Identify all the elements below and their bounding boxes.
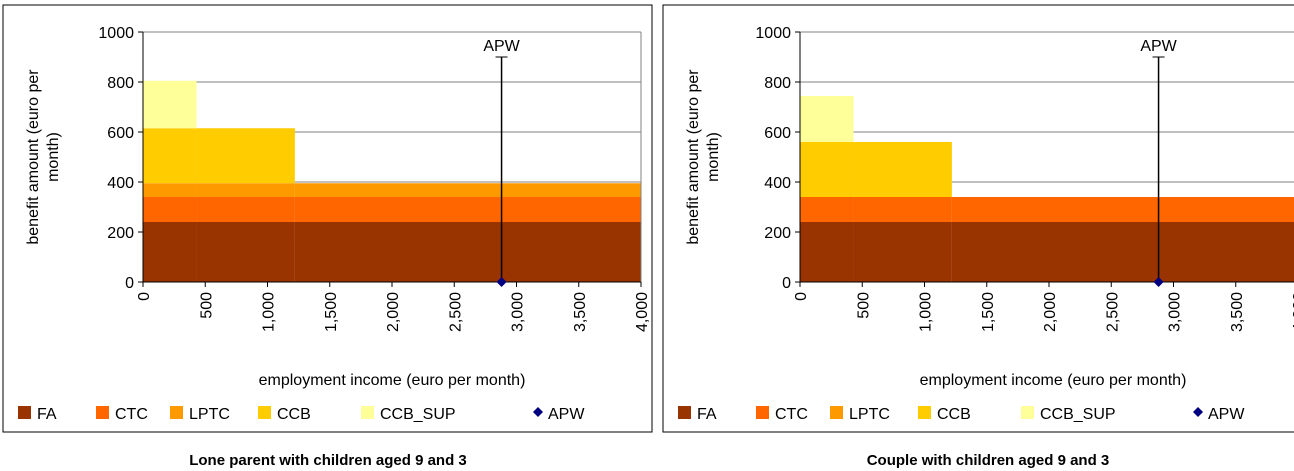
apw-point: [1153, 277, 1164, 287]
area-segment: [853, 222, 952, 282]
legend-label: FA: [697, 406, 717, 423]
area-segment: [294, 183, 641, 197]
y-axis-label: benefit amount (euro per: [25, 69, 42, 245]
x-tick-label: 3,000: [510, 292, 527, 332]
y-axis-label: benefit amount (euro per: [685, 69, 702, 245]
legend-swatch: [96, 406, 109, 419]
y-axis-label: month): [45, 132, 62, 182]
x-tick-label: 2,000: [385, 292, 402, 332]
y-tick-label: 200: [107, 225, 134, 242]
x-tick-label: 500: [855, 292, 872, 319]
legend-swatch: [918, 406, 931, 419]
legend-label: FA: [37, 406, 57, 423]
x-tick-label: 2,500: [1104, 292, 1121, 332]
area-segment: [143, 197, 197, 222]
y-tick-label: 800: [764, 75, 791, 92]
x-tick-label: 2,500: [447, 292, 464, 332]
chart-frame: [662, 4, 1294, 433]
legend-label: APW: [1208, 406, 1245, 423]
area-segment: [951, 197, 1294, 222]
area-segment: [951, 222, 1294, 282]
x-tick-label: 0: [136, 292, 153, 301]
y-tick-label: 600: [764, 125, 791, 142]
area-segment: [853, 142, 952, 197]
legend-swatch: [361, 406, 374, 419]
x-tick-label: 2,000: [1042, 292, 1059, 332]
area-segment: [196, 183, 295, 197]
x-tick-label: 4,000: [634, 292, 651, 332]
legend-swatch: [830, 406, 843, 419]
y-tick-label: 400: [764, 175, 791, 192]
apw-point: [496, 277, 507, 287]
legend-swatch: [1021, 406, 1034, 419]
y-tick-label: 800: [107, 75, 134, 92]
legend-swatch: [678, 406, 691, 419]
x-tick-label: 500: [198, 292, 215, 319]
y-tick-label: 200: [764, 225, 791, 242]
x-tick-label: 3,000: [1167, 292, 1184, 332]
legend-label: LPTC: [849, 406, 890, 423]
x-tick-label: 3,500: [572, 292, 589, 332]
area-segment: [800, 222, 854, 282]
legend-swatch: [533, 407, 543, 417]
x-tick-label: 1,500: [980, 292, 997, 332]
y-axis-label: month): [705, 132, 722, 182]
legend-label: CTC: [115, 406, 148, 423]
area-segment: [800, 142, 854, 197]
legend-label: CCB_SUP: [1040, 406, 1116, 423]
x-tick-label: 0: [793, 292, 810, 301]
x-axis-label: employment income (euro per month): [920, 372, 1187, 389]
area-segment: [143, 222, 197, 282]
area-segment: [143, 128, 197, 184]
legend-swatch: [170, 406, 183, 419]
area-segment: [294, 197, 641, 222]
x-tick-label: 1,500: [323, 292, 340, 332]
y-tick-label: 1000: [755, 25, 791, 42]
y-tick-label: 1000: [98, 25, 134, 42]
area-segment: [800, 96, 854, 142]
y-tick-label: 0: [782, 275, 791, 292]
area-segment: [143, 183, 197, 197]
area-segment: [800, 197, 854, 222]
x-tick-label: 1,000: [918, 292, 935, 332]
chart-caption: Lone parent with children aged 9 and 3: [189, 452, 467, 469]
legend-label: APW: [548, 406, 585, 423]
area-segment: [143, 80, 197, 129]
x-tick-label: 1,000: [261, 292, 278, 332]
legend-swatch: [1193, 407, 1203, 417]
legend-label: CCB: [277, 406, 311, 423]
apw-label: APW: [1140, 38, 1177, 55]
x-tick-label: 3,500: [1229, 292, 1246, 332]
area-segment: [853, 197, 952, 222]
area-segment: [196, 222, 295, 282]
legend-label: LPTC: [189, 406, 230, 423]
y-tick-label: 0: [125, 275, 134, 292]
legend-label: CCB_SUP: [380, 406, 456, 423]
legend-swatch: [258, 406, 271, 419]
legend-swatch: [756, 406, 769, 419]
legend-label: CCB: [937, 406, 971, 423]
x-tick-label: 4,000: [1291, 292, 1294, 332]
area-segment: [196, 128, 295, 184]
x-axis-label: employment income (euro per month): [259, 372, 526, 389]
area-segment: [294, 222, 641, 282]
y-tick-label: 600: [107, 125, 134, 142]
apw-label: APW: [483, 38, 520, 55]
legend-label: CTC: [775, 406, 808, 423]
chart-frame: [2, 4, 653, 433]
y-tick-label: 400: [107, 175, 134, 192]
chart-caption: Couple with children aged 9 and 3: [867, 452, 1110, 469]
legend-swatch: [18, 406, 31, 419]
area-segment: [196, 197, 295, 222]
